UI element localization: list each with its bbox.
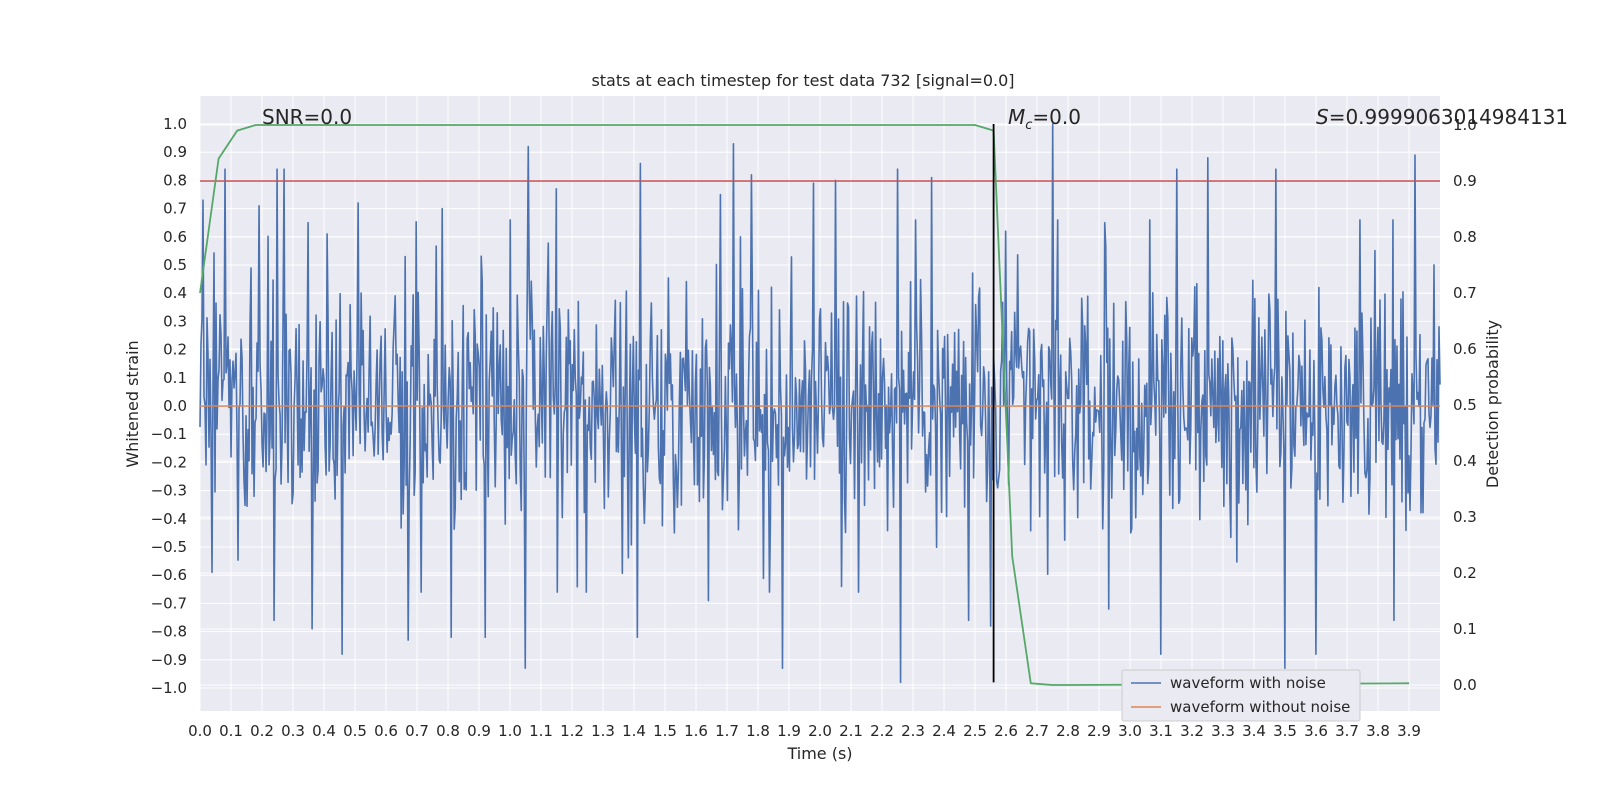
y2-tick-label: 0.3 xyxy=(1453,508,1477,526)
x-tick-label: 1.6 xyxy=(684,722,708,740)
y-tick-label: −0.6 xyxy=(151,566,187,584)
mc-symbol: M xyxy=(1008,105,1025,129)
detection-probability-line xyxy=(199,124,1410,686)
y-tick-label: −0.2 xyxy=(151,453,187,471)
y-axis-ticks: 1.0 0.9 0.8 0.7 0.6 0.5 0.4 0.3 0.2 0.1 0.0 −0.1 −0.… xyxy=(151,115,187,697)
y-tick-label: 0.7 xyxy=(163,200,187,218)
x-tick-label: 1.2 xyxy=(560,722,584,740)
y-tick-label: 0.6 xyxy=(163,228,187,246)
legend-box xyxy=(1121,669,1361,722)
x-tick-label: 0.9 xyxy=(467,722,491,740)
chart-title: stats at each timestep for test data 732… xyxy=(591,71,1014,90)
x-tick-label: 2.1 xyxy=(839,722,863,740)
y2-tick-label: 0.2 xyxy=(1453,564,1477,582)
x-tick-label: 1.4 xyxy=(622,722,646,740)
x-tick-label: 3.2 xyxy=(1180,722,1204,740)
y2-tick-label: 0.0 xyxy=(1453,676,1477,694)
y2-tick-label: 0.6 xyxy=(1453,340,1477,358)
x-tick-label: 1.7 xyxy=(715,722,739,740)
x-tick-label: 2.0 xyxy=(808,722,832,740)
mc-value: =0.0 xyxy=(1032,105,1081,129)
y2-tick-label: 0.8 xyxy=(1453,228,1477,246)
y-tick-label: 0.0 xyxy=(163,397,187,415)
x-tick-label: 2.5 xyxy=(963,722,987,740)
y-tick-label: −0.3 xyxy=(151,482,187,500)
y-tick-label: −0.9 xyxy=(151,651,187,669)
x-tick-label: 1.9 xyxy=(777,722,801,740)
x-tick-label: 2.6 xyxy=(994,722,1018,740)
waveform-with-noise-line xyxy=(199,123,1441,684)
y-tick-label: −0.4 xyxy=(151,510,187,528)
x-tick-label: 0.1 xyxy=(219,722,243,740)
x-tick-label: 1.8 xyxy=(746,722,770,740)
waveform-with-noise-series xyxy=(199,123,1441,684)
y-tick-label: 0.5 xyxy=(163,256,187,274)
y2-tick-label: 0.4 xyxy=(1453,452,1477,470)
x-tick-label: 0.2 xyxy=(250,722,274,740)
x-tick-label: 1.1 xyxy=(529,722,553,740)
x-tick-label: 3.4 xyxy=(1242,722,1266,740)
y-tick-label: −0.5 xyxy=(151,538,187,556)
x-tick-label: 3.8 xyxy=(1366,722,1390,740)
y-tick-label: −1.0 xyxy=(151,679,187,697)
y-tick-label: 0.3 xyxy=(163,312,187,330)
snr-annotation: SNR=0.0 xyxy=(262,105,352,129)
overlay-lines xyxy=(199,124,1440,686)
y-tick-label: 0.4 xyxy=(163,284,187,302)
x-tick-label: 2.7 xyxy=(1025,722,1049,740)
x-tick-label: 2.4 xyxy=(932,722,956,740)
y2-tick-label: 0.9 xyxy=(1453,172,1477,190)
y-tick-label: 0.2 xyxy=(163,341,187,359)
x-tick-label: 0.8 xyxy=(436,722,460,740)
y2-tick-label: 1.0 xyxy=(1453,116,1477,134)
y2-tick-label: 0.7 xyxy=(1453,284,1477,302)
x-tick-label: 0.3 xyxy=(281,722,305,740)
x-tick-label: 1.5 xyxy=(653,722,677,740)
y-axis-label: Whitened strain xyxy=(123,340,142,467)
x-tick-label: 3.6 xyxy=(1304,722,1328,740)
y-tick-label: −0.1 xyxy=(151,425,187,443)
x-tick-label: 0.4 xyxy=(312,722,336,740)
y-tick-label: 0.1 xyxy=(163,369,187,387)
y2-axis-ticks: 1.0 0.9 0.8 0.7 0.6 0.5 0.4 0.3 0.2 0.1 0.0 xyxy=(1453,116,1477,694)
y-tick-label: 0.8 xyxy=(163,171,187,189)
mc-annotation: Mc=0.0 xyxy=(1008,105,1081,133)
y2-tick-label: 0.5 xyxy=(1453,396,1477,414)
x-axis-label: Time (s) xyxy=(786,744,852,763)
x-tick-label: 0.5 xyxy=(343,722,367,740)
x-tick-label: 2.2 xyxy=(870,722,894,740)
x-tick-label: 1.0 xyxy=(498,722,522,740)
s-value: =0.9999063014984131 xyxy=(1329,105,1568,129)
y-tick-label: −0.7 xyxy=(151,594,187,612)
y2-axis-label: Detection probability xyxy=(1483,320,1502,488)
x-tick-label: 0.0 xyxy=(188,722,212,740)
legend-label-noise: waveform with noise xyxy=(1170,674,1326,692)
x-tick-label: 2.9 xyxy=(1087,722,1111,740)
x-tick-label: 1.3 xyxy=(591,722,615,740)
x-tick-label: 0.6 xyxy=(374,722,398,740)
x-tick-label: 3.7 xyxy=(1335,722,1359,740)
s-symbol: S xyxy=(1316,105,1329,129)
x-tick-label: 3.0 xyxy=(1118,722,1142,740)
s-annotation: S=0.9999063014984131 xyxy=(1316,105,1568,129)
x-axis-ticks: 0.0 0.1 0.2 0.3 0.4 0.5 0.6 0.7 0.8 0.9 1.0 1.1 1.2 1… xyxy=(188,722,1421,740)
x-tick-label: 3.1 xyxy=(1149,722,1173,740)
y2-tick-label: 0.1 xyxy=(1453,620,1477,638)
y-tick-label: 1.0 xyxy=(163,115,187,133)
x-tick-label: 3.9 xyxy=(1397,722,1421,740)
legend: waveform with noise waveform without noi… xyxy=(1121,669,1361,722)
x-tick-label: 2.8 xyxy=(1056,722,1080,740)
mc-subscript: c xyxy=(1025,118,1032,133)
legend-label-clean: waveform without noise xyxy=(1170,698,1350,716)
x-tick-label: 2.3 xyxy=(901,722,925,740)
x-tick-label: 3.5 xyxy=(1273,722,1297,740)
x-tick-label: 3.3 xyxy=(1211,722,1235,740)
y-tick-label: 0.9 xyxy=(163,143,187,161)
x-tick-label: 0.7 xyxy=(405,722,429,740)
y-tick-label: −0.8 xyxy=(151,623,187,641)
